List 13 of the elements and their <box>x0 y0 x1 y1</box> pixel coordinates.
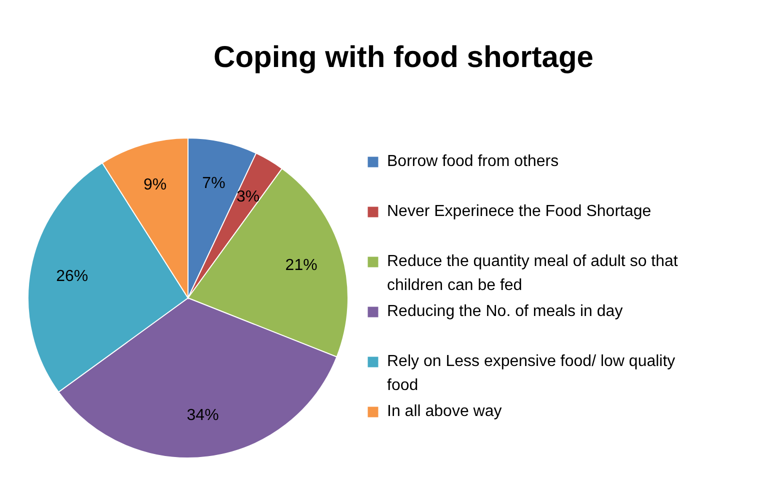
data-label: 21% <box>285 257 318 274</box>
legend-label: Reducing the No. of meals in day <box>387 303 623 320</box>
legend-label: Rely on Less expensive food/ low quality food <box>387 353 676 394</box>
legend-label: Borrow food from others <box>387 153 559 170</box>
data-label: 26% <box>56 268 88 285</box>
legend-label: In all above way <box>387 403 502 420</box>
legend-label: Reduce the quantity meal of adult so that children can be fed <box>387 253 678 294</box>
data-label: 9% <box>144 176 167 194</box>
data-label: 7% <box>202 174 226 192</box>
chart-title: Coping with food shortage <box>214 41 594 74</box>
data-label: 3% <box>236 188 260 206</box>
legend-label: Never Experinece the Food Shortage <box>387 203 652 220</box>
data-label: 34% <box>186 407 219 424</box>
